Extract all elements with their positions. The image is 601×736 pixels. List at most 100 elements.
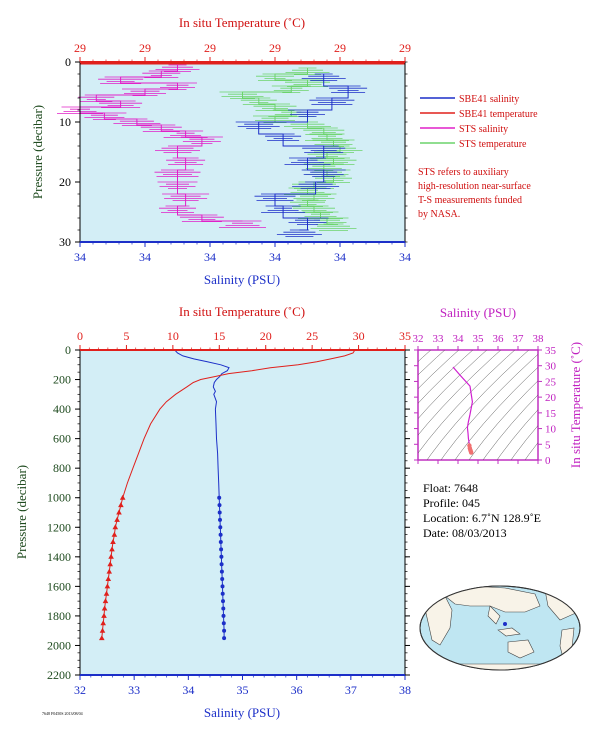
salinity-point [222,636,227,641]
ts-density-contour [440,353,538,460]
legend-label: SBE41 salinity [459,94,519,105]
salinity-point [221,613,226,618]
temp-tick-label: 15 [213,329,225,343]
sal-tick-label: 34 [139,250,151,264]
temp-tick-label: 29 [139,41,151,55]
salinity-point [220,577,225,581]
salinity-point [218,540,223,544]
sal-tick-label: 34 [399,250,411,264]
ts-inset: 32 33 34 35 36 37 38 0 5 10 15 20 25 30 35 Salinity (P… [413,305,601,470]
top-sal-axis-title: Salinity (PSU) [204,272,280,287]
ts-density-contour [418,350,488,419]
pressure-tick-label: 1800 [47,609,71,623]
main-plot-area [80,350,405,675]
temperature-point [103,590,110,596]
legend-item: SBE41 salinity [420,94,519,105]
ts-temp-tick-label: 15 [545,408,557,420]
legend-label: STS salinity [459,124,508,135]
note-line: STS refers to auxiliary [418,167,509,178]
temp-tick-label: 29 [334,41,346,55]
temperature-point [99,627,106,633]
salinity-point [218,532,223,537]
salinity-point [221,599,225,604]
temperature-point [116,509,122,515]
map-land-africa [422,595,453,646]
temperature-point [104,583,111,589]
sal-tick-label: 34 [74,250,86,264]
pressure-tick-label: 0 [65,55,71,69]
legend-item: STS temperature [420,139,527,150]
ts-density-contour [510,425,538,460]
ts-temp-tick-label: 35 [545,345,557,357]
main-temp-axis-title: In situ Temperature (˚C) [179,304,305,319]
temperature-point [107,561,113,567]
temperature-point [100,620,106,626]
temperature-point [119,494,126,500]
ts-density-contour [418,350,502,436]
salinity-point [219,569,224,574]
salinity-point [222,628,227,633]
ts-density-contour [532,340,601,470]
map-land-indochina [487,605,501,625]
ts-deep-point [469,450,474,455]
note-line: high-resolution near-surface [418,181,531,192]
temperature-point [112,524,119,530]
temperature-point [109,546,115,552]
salinity-point [219,547,224,552]
ts-density-contour [524,442,538,460]
legend-item: SBE41 temperature [420,109,538,120]
footer-code: 7648 F0450S 2013/08/04 [42,711,83,716]
sal-tick-label: 35 [237,683,249,697]
ts-density-contour [496,409,538,460]
salinity-point [221,606,226,611]
ts-temp-tick-label: 30 [545,361,557,373]
ts-density-contour [418,350,474,404]
temperature-point [101,605,108,611]
ts-sal-tick-label: 37 [513,333,525,345]
ts-density-contour [426,350,530,460]
legend-label: SBE41 temperature [459,109,538,120]
sal-tick-label: 34 [334,250,346,264]
salinity-point [220,591,225,596]
temperature-point [102,598,109,604]
float-position-marker [503,622,507,626]
pressure-tick-label: 30 [59,235,71,249]
top-series-group [57,63,405,238]
top-temp-axis-title: In situ Temperature (˚C) [179,15,305,30]
temperature-point [111,531,118,537]
ts-salinity-axis-title: Salinity (PSU) [440,305,516,320]
temp-tick-label: 20 [260,329,272,343]
salinity-point [220,584,225,589]
pressure-tick-label: 20 [59,175,71,189]
map-land-eurasia [439,586,541,613]
main-series-group [99,349,356,641]
pressure-tick-label: 400 [53,402,71,416]
map-land-australia [507,639,535,659]
ts-sal-tick-label: 33 [433,333,445,345]
legend-item: STS salinity [420,124,508,135]
temperature-point [118,502,124,508]
ts-density-contour [418,350,516,454]
ts-temp-tick-label: 10 [545,424,557,436]
ts-density-contour [418,350,460,390]
temp-tick-label: 0 [77,329,83,343]
temperature-profile-line [101,349,356,639]
ts-sal-tick-label: 36 [493,333,505,345]
ts-inset-frame [417,349,539,461]
sal-tick-label: 36 [291,683,303,697]
temp-tick-label: 29 [269,41,281,55]
temperature-point [114,516,120,522]
map-land-south-america [559,627,575,663]
pressure-tick-label: 1600 [47,579,71,593]
pressure-tick-label: 600 [53,432,71,446]
sal-tick-label: 34 [182,683,194,697]
temp-tick-label: 29 [74,41,86,55]
ts-temp-tick-label: 0 [545,455,551,467]
sal-tick-label: 33 [128,683,140,697]
float-info: Float: 7648 Profile: 045 Location: 6.7˚N… [423,481,541,540]
temp-tick-label: 35 [399,329,411,343]
legend-label: STS temperature [459,139,527,150]
pressure-tick-label: 1000 [47,491,71,505]
ts-sal-tick-label: 32 [413,333,424,345]
ts-contours [418,340,601,470]
